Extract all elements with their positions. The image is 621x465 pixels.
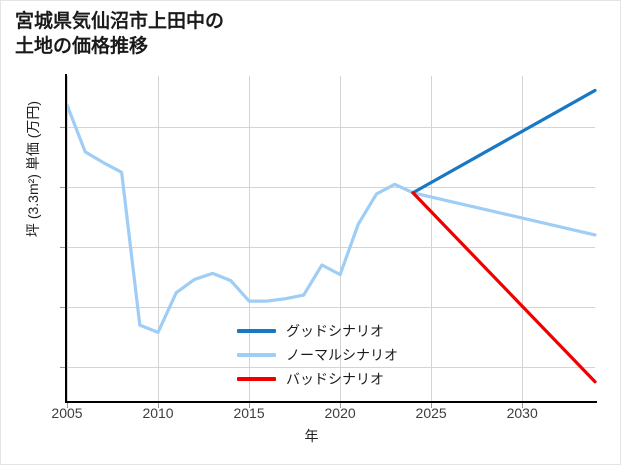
legend-item-label: ノーマルシナリオ bbox=[286, 347, 398, 363]
series-line bbox=[411, 191, 597, 384]
y-axis-line bbox=[65, 74, 67, 403]
legend-item[interactable]: ノーマルシナリオ bbox=[237, 343, 437, 367]
x-axis-label: 年 bbox=[304, 428, 319, 444]
plot-background bbox=[67, 76, 595, 401]
y-tick-mark bbox=[60, 246, 65, 248]
x-tick-label: 2020 bbox=[324, 405, 356, 421]
y-axis-label: 坪 (3.3m²) 単価 (万円) bbox=[25, 100, 41, 238]
y-axis-label-wrapper: 坪 (3.3m²) 単価 (万円) bbox=[23, 39, 47, 299]
legend-item[interactable]: グッドシナリオ bbox=[237, 319, 437, 343]
page-title: 宮城県気仙沼市上田中の 土地の価格推移 bbox=[15, 11, 225, 58]
x-tick-mark bbox=[67, 403, 68, 408]
series-layer bbox=[65, 88, 597, 384]
x-tick-mark bbox=[522, 403, 524, 408]
gridline-horizontal bbox=[67, 367, 595, 369]
gridline-vertical bbox=[249, 76, 251, 401]
chart-legend: グッドシナリオ ノーマルシナリオ バッドシナリオ bbox=[237, 315, 437, 395]
legend-item-label: バッドシナリオ bbox=[286, 371, 384, 387]
x-tick-mark bbox=[158, 403, 160, 408]
y-tick-mark bbox=[60, 367, 65, 369]
legend-item[interactable]: バッドシナリオ bbox=[237, 367, 437, 391]
legend-color-swatch bbox=[237, 377, 276, 381]
x-tick-mark bbox=[249, 403, 251, 408]
gridline-horizontal bbox=[67, 126, 595, 128]
y-tick-mark bbox=[60, 186, 65, 188]
plot-area bbox=[65, 76, 597, 401]
x-tick-label: 2025 bbox=[415, 405, 447, 421]
gridline-vertical bbox=[431, 76, 433, 401]
x-tick-label: 2005 bbox=[51, 405, 83, 421]
gridline-vertical bbox=[340, 76, 342, 401]
x-tick-label: 2015 bbox=[233, 405, 265, 421]
x-tick-mark bbox=[340, 403, 342, 408]
gridline-horizontal bbox=[67, 246, 595, 248]
x-tick-label: 2010 bbox=[142, 405, 174, 421]
gridline-vertical bbox=[522, 76, 524, 401]
series-line bbox=[411, 88, 597, 195]
gridline-vertical bbox=[158, 76, 160, 401]
legend-item-label: グッドシナリオ bbox=[286, 323, 384, 339]
legend-color-swatch bbox=[237, 329, 276, 333]
x-axis-line bbox=[65, 401, 597, 403]
series-line bbox=[65, 103, 597, 334]
y-tick-mark bbox=[60, 126, 65, 128]
gridline-horizontal bbox=[67, 186, 595, 188]
y-tick-mark bbox=[60, 307, 65, 309]
gridline-horizontal bbox=[67, 307, 595, 309]
x-tick-label: 2030 bbox=[506, 405, 538, 421]
gridline-vertical bbox=[67, 76, 68, 401]
legend-color-swatch bbox=[237, 353, 276, 357]
x-tick-mark bbox=[431, 403, 433, 408]
